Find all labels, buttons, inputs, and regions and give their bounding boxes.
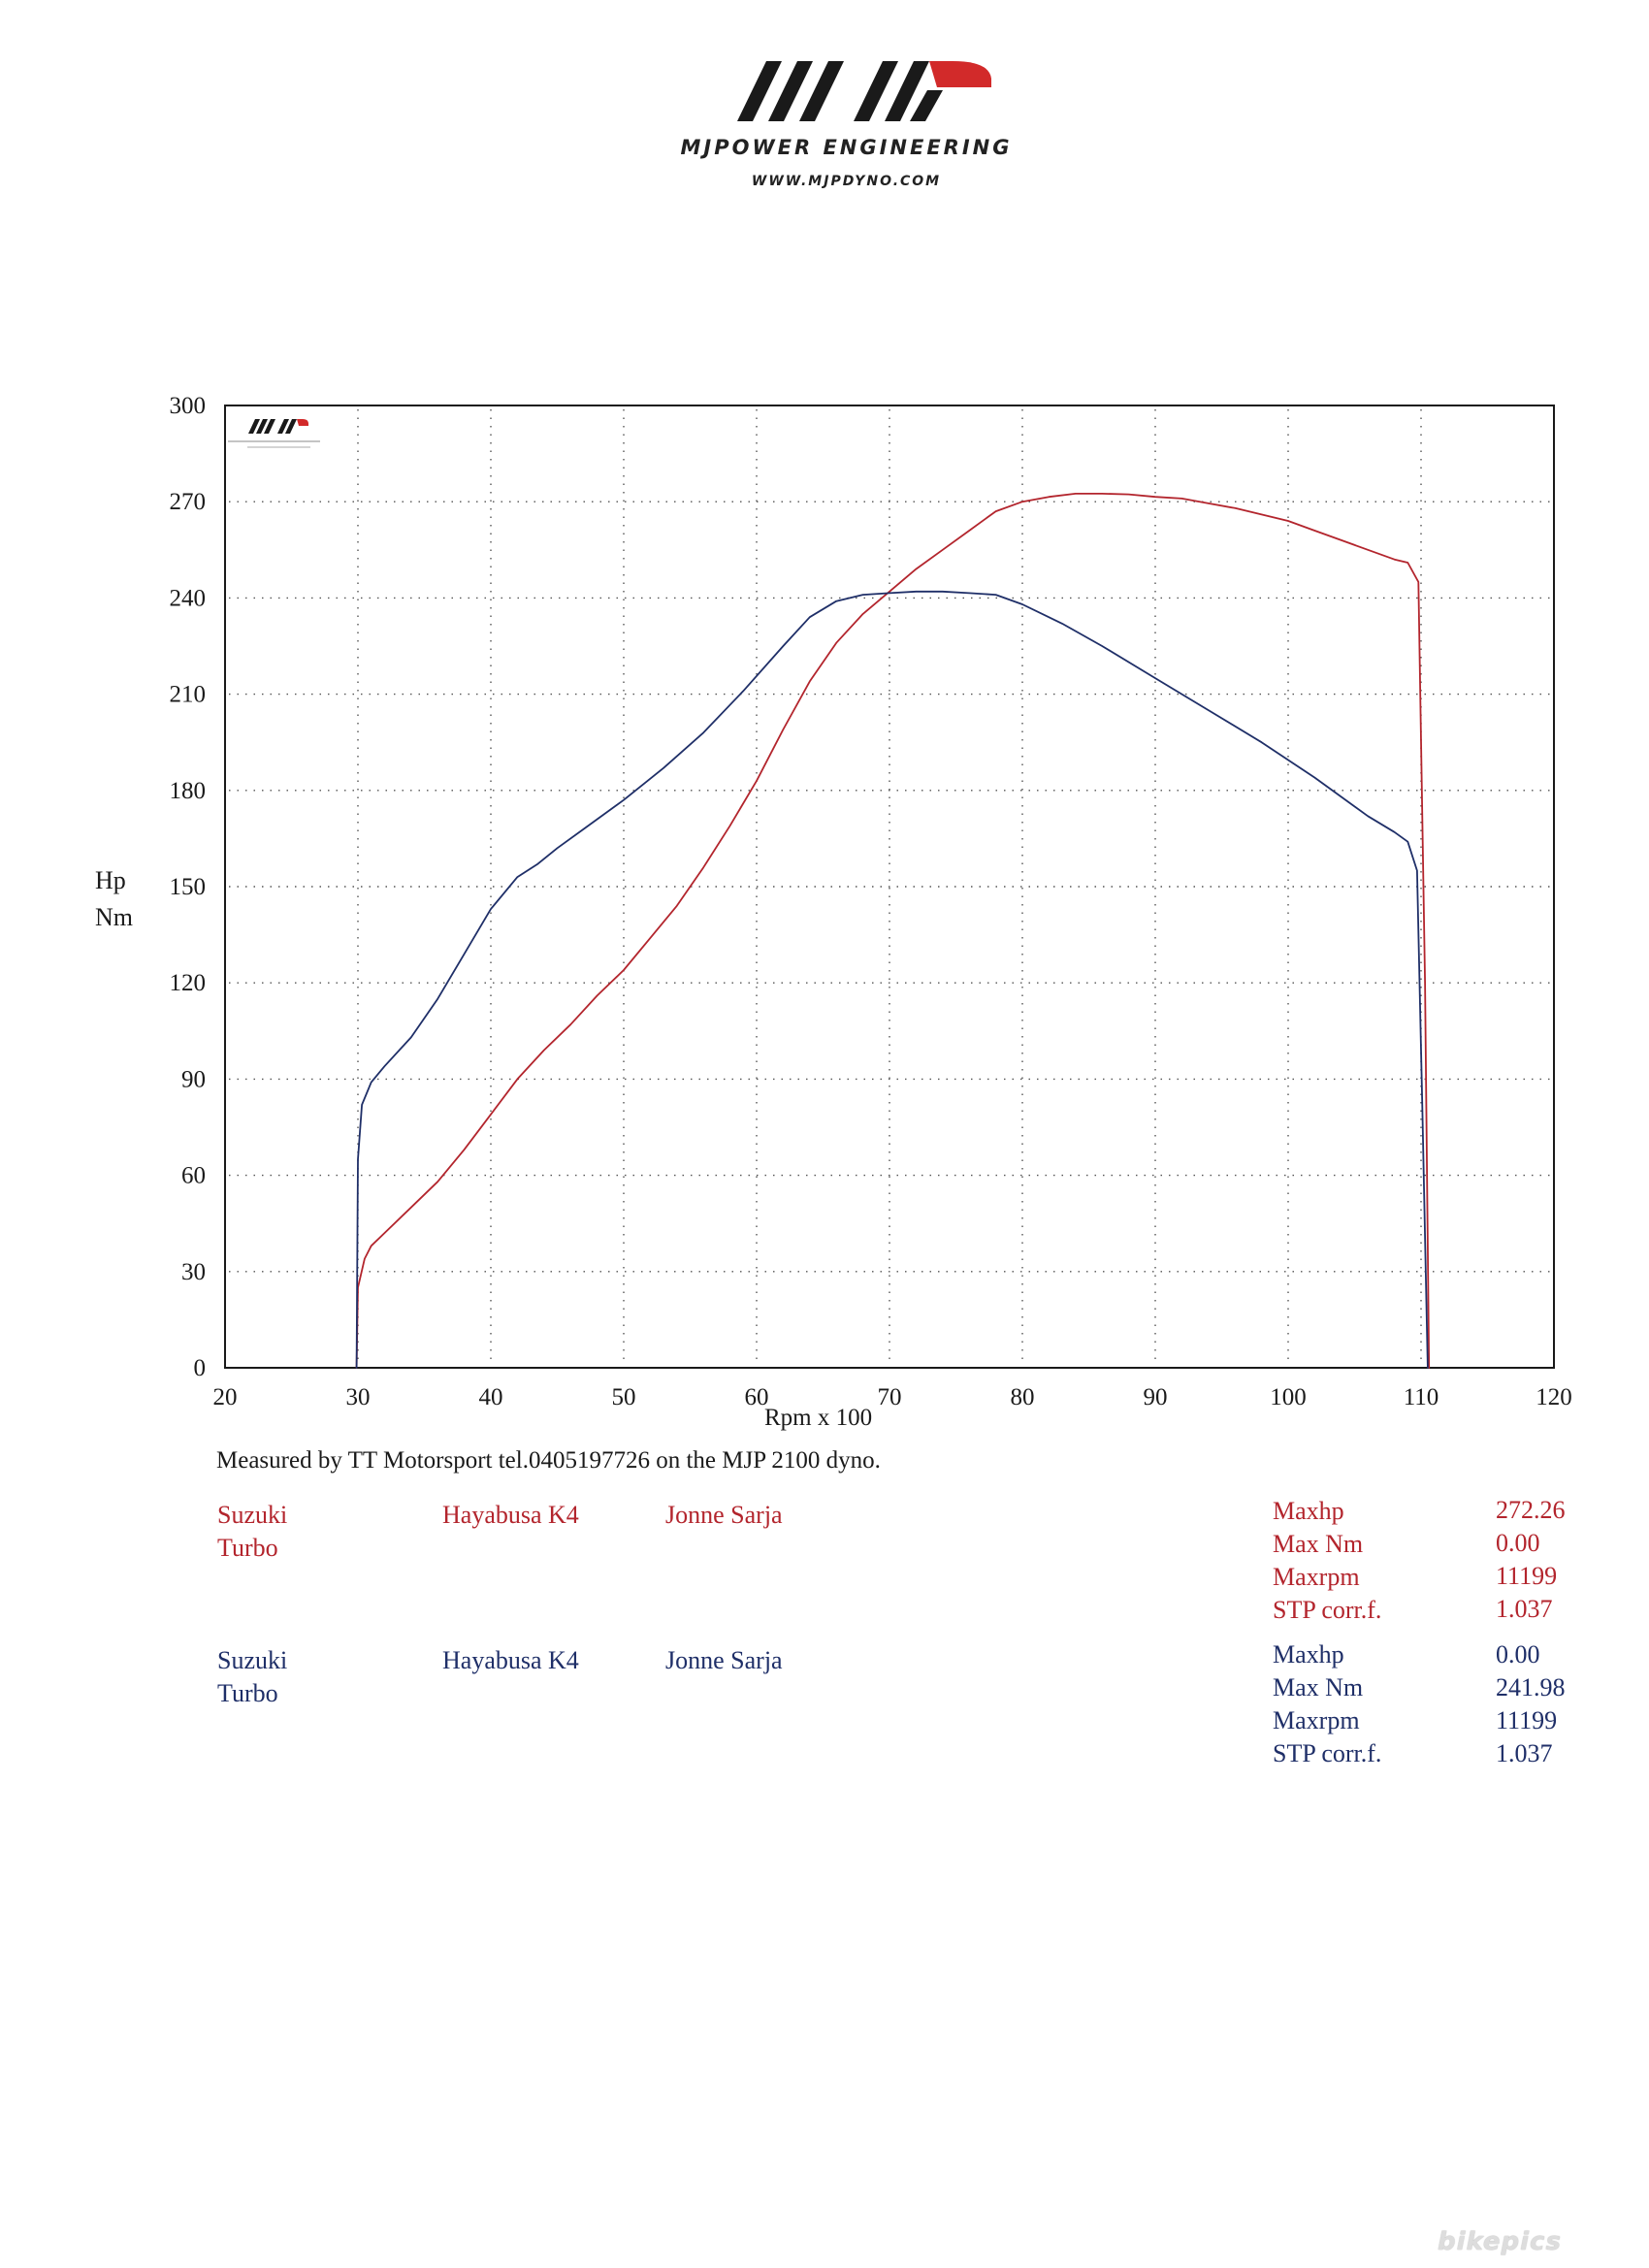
red-stat-value: 1.037 [1496, 1595, 1553, 1623]
blue-stat-value: 1.037 [1496, 1739, 1553, 1767]
x-tick-label: 50 [612, 1384, 636, 1410]
red-run-owner: Jonne Sarja [665, 1501, 783, 1529]
red-stat-value: 11199 [1496, 1562, 1558, 1590]
y-tick-label: 150 [170, 874, 207, 900]
blue-stat-values: 0.00 241.98 11199 1.037 [1496, 1638, 1566, 1770]
blue-run-model: Hayabusa K4 [442, 1646, 579, 1674]
y-tick-label: 30 [181, 1259, 206, 1285]
brand-url: WWW.MJPDYNO.COM [751, 174, 942, 189]
blue-stat-label: Max Nm [1273, 1673, 1364, 1701]
blue-stat-value: 241.98 [1496, 1673, 1566, 1701]
blue-stat-label: Maxhp [1273, 1640, 1344, 1669]
y-tick-label: 120 [170, 970, 207, 996]
chart-grid [229, 409, 1550, 1364]
red-stat-value: 0.00 [1496, 1529, 1540, 1557]
x-tick-label: 110 [1404, 1384, 1439, 1410]
red-stat-label: STP corr.f. [1273, 1596, 1382, 1624]
x-tick-label: 80 [1011, 1384, 1035, 1410]
x-tick-label: 40 [479, 1384, 503, 1410]
y-tick-label: 180 [170, 778, 207, 804]
mini-logo [228, 419, 320, 448]
measured-note: Measured by TT Motorsport tel.0405197726… [216, 1447, 881, 1474]
red-stat-label: Max Nm [1273, 1530, 1364, 1558]
x-tick-label: 120 [1536, 1384, 1572, 1410]
blue-stat-label: Maxrpm [1273, 1706, 1360, 1734]
red-run-variant: Turbo [217, 1534, 278, 1562]
red-stat-value: 272.26 [1496, 1496, 1566, 1524]
y-tick-label: 210 [170, 682, 207, 708]
x-axis-label: Rpm x 100 [764, 1405, 873, 1431]
x-tick-label: 100 [1270, 1384, 1307, 1410]
x-tick-label: 70 [878, 1384, 902, 1410]
red-stat-labels: Maxhp Max Nm Maxrpm STP corr.f. [1273, 1495, 1381, 1627]
x-tick-label: 60 [745, 1384, 769, 1410]
y-axis-label-nm: Nm [95, 903, 133, 931]
blue-stat-labels: Maxhp Max Nm Maxrpm STP corr.f. [1273, 1638, 1381, 1770]
y-axis-label-hp: Hp [95, 866, 126, 894]
power-curve-red [355, 492, 1431, 1369]
y-tick-label: 300 [170, 393, 207, 419]
red-stat-values: 272.26 0.00 11199 1.037 [1496, 1494, 1566, 1626]
blue-stat-value: 11199 [1496, 1706, 1558, 1734]
y-tick-label: 240 [170, 585, 207, 611]
x-tick-label: 20 [213, 1384, 238, 1410]
blue-run-owner: Jonne Sarja [665, 1646, 783, 1674]
red-stat-label: Maxrpm [1273, 1563, 1360, 1591]
plot-frame [224, 405, 1555, 1369]
red-run-model: Hayabusa K4 [442, 1501, 579, 1529]
red-run-make: Suzuki Turbo [217, 1499, 287, 1565]
blue-run-variant: Turbo [217, 1679, 278, 1707]
y-tick-label: 90 [181, 1066, 206, 1092]
red-run-make-name: Suzuki [217, 1501, 288, 1529]
y-tick-label: 270 [170, 489, 207, 515]
y-tick-label: 0 [194, 1355, 207, 1381]
red-stat-label: Maxhp [1273, 1497, 1344, 1525]
blue-stat-label: STP corr.f. [1273, 1739, 1382, 1767]
x-tick-label: 30 [346, 1384, 371, 1410]
blue-run-make: Suzuki Turbo [217, 1644, 287, 1710]
brand-name: MJPOWER ENGINEERING [680, 136, 1013, 159]
mjp-logo [737, 61, 991, 121]
watermark: bikepics [1438, 2227, 1562, 2256]
y-tick-label: 60 [181, 1163, 206, 1189]
blue-stat-value: 0.00 [1496, 1640, 1540, 1669]
blue-run-make-name: Suzuki [217, 1646, 288, 1674]
torque-curve-blue [355, 590, 1429, 1369]
x-tick-label: 90 [1144, 1384, 1168, 1410]
